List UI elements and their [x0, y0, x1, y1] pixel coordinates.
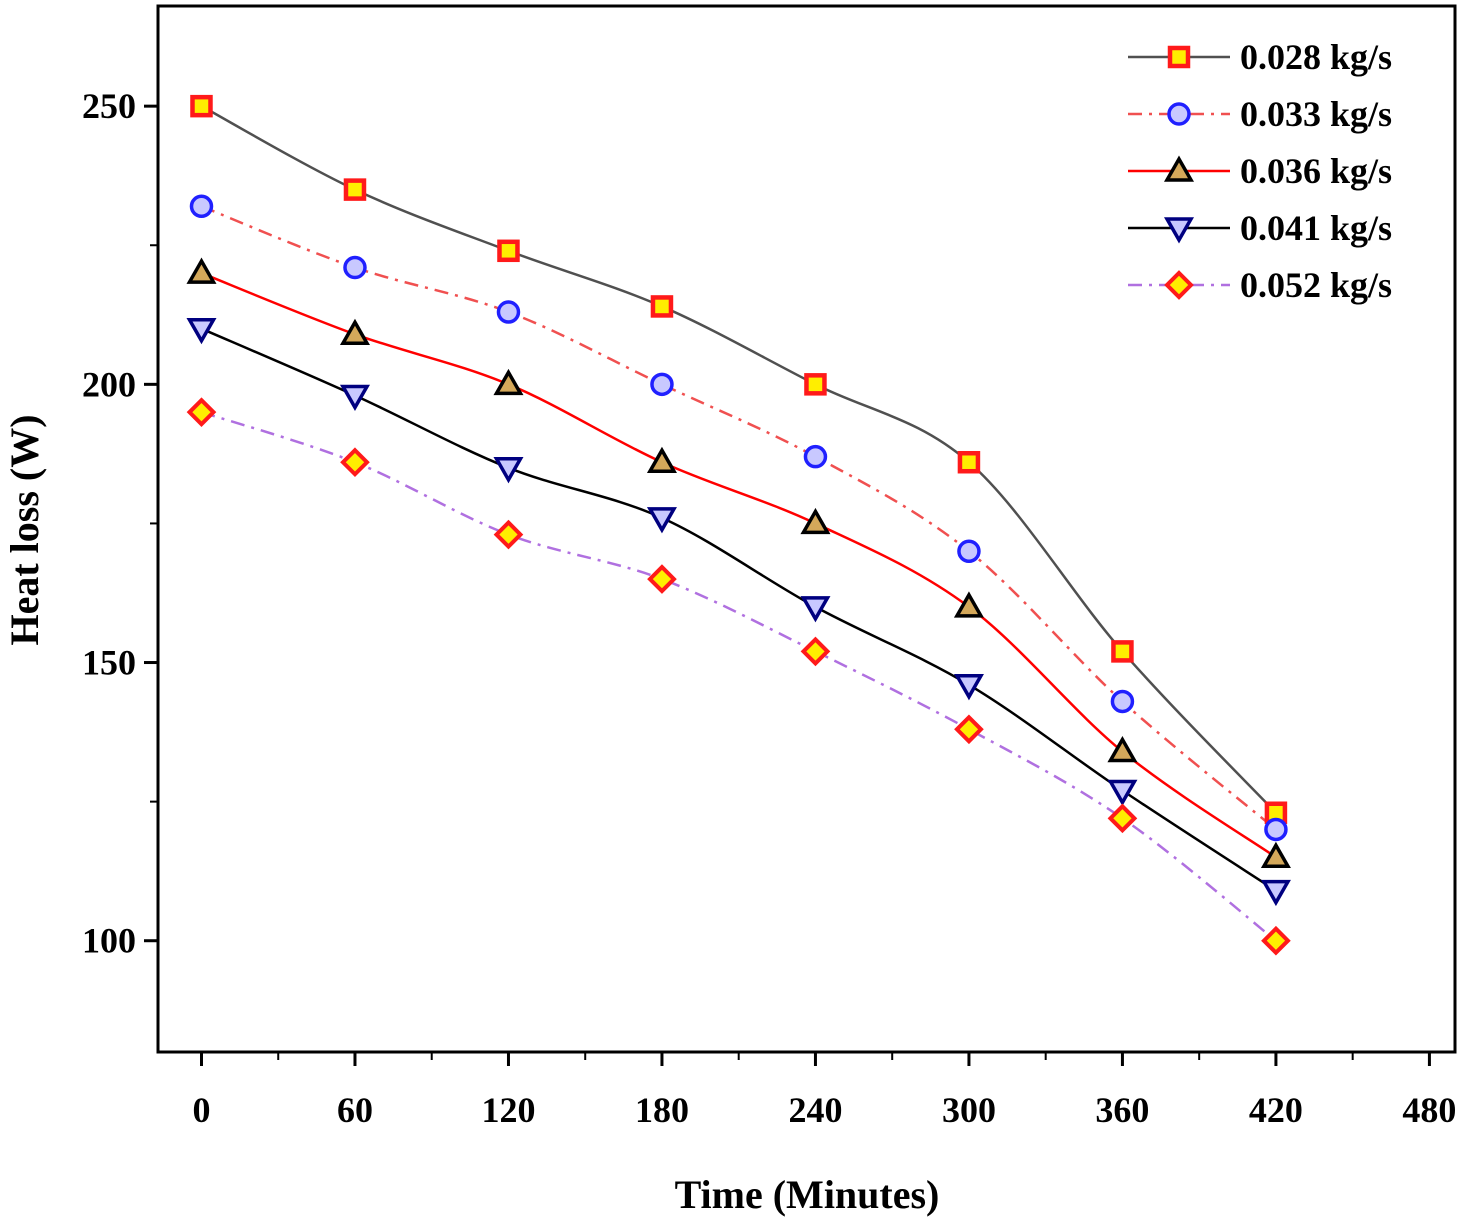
- legend-label: 0.052 kg/s: [1240, 265, 1392, 305]
- data-point: [954, 714, 984, 745]
- data-point: [957, 450, 981, 474]
- y-tick-label: 200: [82, 364, 136, 404]
- legend-item: 0.041 kg/s: [1128, 208, 1392, 248]
- data-point: [496, 300, 521, 324]
- legend-item: 0.052 kg/s: [1128, 265, 1392, 305]
- data-point: [800, 596, 831, 623]
- series-line-4: [200, 327, 1277, 892]
- x-tick-label: 60: [337, 1090, 373, 1130]
- data-point: [800, 507, 831, 535]
- series-line-2: [201, 205, 1277, 831]
- data-point: [186, 317, 217, 345]
- data-point: [1107, 736, 1138, 763]
- data-point: [493, 368, 524, 396]
- y-tick-label: 250: [82, 86, 136, 126]
- legend-marker: [1167, 45, 1191, 69]
- x-tick-label: 420: [1249, 1090, 1303, 1130]
- legend-marker: [1163, 155, 1195, 182]
- data-point: [1260, 841, 1291, 869]
- data-point: [804, 373, 827, 396]
- legend-marker: [1164, 270, 1194, 300]
- data-point: [1110, 689, 1135, 714]
- data-point: [803, 444, 828, 469]
- legend-item: 0.036 kg/s: [1128, 151, 1392, 191]
- data-point: [340, 447, 370, 478]
- data-point: [1107, 779, 1138, 807]
- data-point: [343, 255, 367, 280]
- data-point: [186, 397, 217, 427]
- y-tick-label: 150: [82, 643, 136, 683]
- legend-marker: [1167, 102, 1191, 126]
- data-point: [190, 94, 213, 118]
- x-tick-label: 300: [942, 1090, 996, 1130]
- data-point: [646, 507, 677, 534]
- data-point: [646, 446, 677, 473]
- legend-item: 0.028 kg/s: [1128, 37, 1392, 77]
- data-point: [497, 239, 520, 263]
- data-point: [1107, 803, 1138, 834]
- data-point: [189, 194, 214, 219]
- data-point: [1264, 817, 1288, 842]
- legend-label: 0.033 kg/s: [1240, 94, 1392, 134]
- legend-label: 0.036 kg/s: [1240, 151, 1392, 191]
- data-point: [957, 539, 981, 564]
- series-line-3: [201, 271, 1277, 859]
- x-axis-title: Time (Minutes): [675, 1172, 940, 1217]
- x-tick-label: 180: [635, 1090, 689, 1130]
- data-point: [1111, 640, 1134, 663]
- data-point: [650, 295, 674, 318]
- data-point: [1260, 879, 1291, 907]
- data-point: [339, 384, 370, 411]
- x-tick-label: 0: [192, 1090, 210, 1130]
- data-point: [647, 564, 677, 594]
- legend-label: 0.028 kg/s: [1240, 37, 1392, 77]
- data-point: [953, 591, 984, 618]
- legend-label: 0.041 kg/s: [1240, 208, 1392, 248]
- legend-item: 0.033 kg/s: [1128, 94, 1392, 134]
- x-tick-label: 120: [481, 1090, 535, 1130]
- data-point: [650, 372, 674, 397]
- x-tick-label: 240: [788, 1090, 842, 1130]
- data-point: [339, 318, 370, 346]
- y-axis-title: Heat loss (W): [2, 414, 47, 645]
- data-point: [493, 519, 524, 550]
- data-point: [953, 674, 984, 701]
- x-tick-label: 480: [1402, 1090, 1456, 1130]
- data-point: [800, 636, 831, 667]
- data-point: [186, 257, 217, 284]
- x-tick-label: 360: [1095, 1090, 1149, 1130]
- data-point: [493, 457, 524, 484]
- data-point: [1261, 925, 1291, 956]
- y-tick-label: 100: [82, 921, 136, 961]
- legend-marker: [1163, 217, 1195, 244]
- plot-frame: [156, 4, 1457, 1054]
- data-point: [343, 178, 367, 201]
